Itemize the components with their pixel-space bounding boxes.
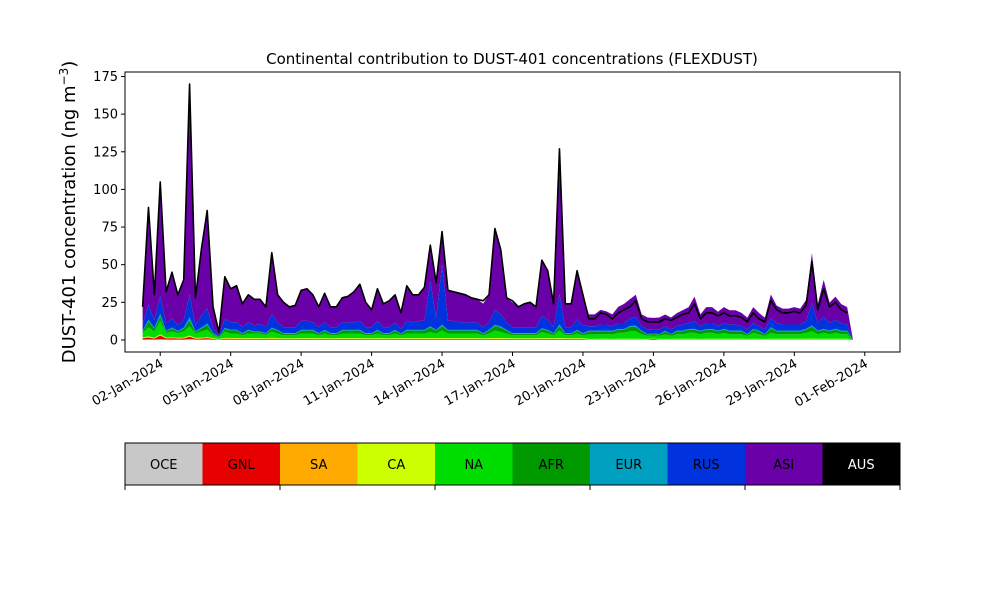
y-axis: 0 25 50 75 100 125 150 175: [93, 70, 125, 348]
legend-label-sa: SA: [310, 458, 327, 473]
plot-area: [142, 85, 865, 340]
legend-frame: [124, 442, 901, 486]
y-tick-label: 125: [93, 145, 118, 160]
legend-swatch-na: [435, 443, 513, 485]
legend-label-oce: OCE: [150, 458, 178, 473]
legend-label-eur: EUR: [615, 458, 642, 473]
legend-label-rus: RUS: [693, 458, 720, 473]
x-tick-label: 01-Feb-2024: [792, 356, 871, 410]
legend-swatch-afr: [512, 443, 590, 485]
x-tick-label: 14-Jan-2024: [371, 356, 448, 409]
legend-swatch-oce: [125, 443, 203, 485]
area-series-afr: [142, 316, 865, 340]
y-axis-label-text: DUST-401 concentration (ng m: [59, 85, 80, 363]
y-tick-label: 25: [101, 296, 118, 311]
area-series-ca: [142, 334, 865, 340]
x-tick-label: 05-Jan-2024: [160, 356, 237, 409]
x-tick-label: 02-Jan-2024: [90, 356, 167, 409]
chart-title: Continental contribution to DUST-401 con…: [266, 50, 758, 68]
legend-label-ca: CA: [387, 458, 405, 473]
y-axis-label-unit-exponent: −3: [57, 68, 71, 86]
area-series-asi: [142, 85, 865, 340]
legend-swatch-ca: [357, 443, 435, 485]
x-tick-label: 23-Jan-2024: [583, 356, 660, 409]
legend-label-na: NA: [464, 458, 483, 473]
y-tick-label: 175: [93, 70, 118, 85]
legend-swatch-asi: [745, 443, 823, 485]
area-series-na: [142, 320, 865, 340]
legend-swatch-gnl: [202, 443, 280, 485]
y-tick-label: 150: [93, 108, 118, 123]
legend-swatch-aus: [822, 443, 900, 485]
y-tick-label: 75: [101, 221, 118, 236]
area-series-rus: [142, 264, 865, 340]
x-tick-label: 26-Jan-2024: [653, 356, 730, 409]
area-series-oce: [142, 339, 865, 340]
legend-label-asi: ASI: [773, 458, 794, 473]
area-series-gnl: [142, 335, 865, 340]
x-tick-label: 20-Jan-2024: [512, 356, 589, 409]
area-series-sa: [142, 334, 865, 340]
legend-label-afr: AFR: [539, 458, 564, 473]
y-tick-label: 50: [101, 258, 118, 273]
legend-swatch-eur: [590, 443, 668, 485]
legend-swatch-rus: [667, 443, 745, 485]
legend-swatch-sa: [280, 443, 358, 485]
total-concentration-line: [141, 83, 848, 334]
legend-label-gnl: GNL: [228, 458, 256, 473]
legend-colorbar: OCE GNL SA CA NA AFR EUR RUS ASI AUS: [124, 442, 901, 490]
legend-label-aus: AUS: [848, 458, 875, 473]
x-tick-label: 17-Jan-2024: [442, 356, 519, 409]
x-tick-label: 29-Jan-2024: [724, 356, 801, 409]
x-tick-label: 08-Jan-2024: [231, 356, 308, 409]
y-axis-label-close: ): [59, 61, 80, 68]
y-tick-label: 0: [110, 333, 118, 348]
y-axis-label: DUST-401 concentration (ng m−3): [57, 61, 80, 364]
y-tick-label: 100: [93, 183, 118, 198]
total-line-group: [141, 83, 848, 334]
x-axis: 02-Jan-202405-Jan-202408-Jan-202411-Jan-…: [90, 352, 871, 410]
x-tick-label: 11-Jan-2024: [301, 356, 378, 409]
